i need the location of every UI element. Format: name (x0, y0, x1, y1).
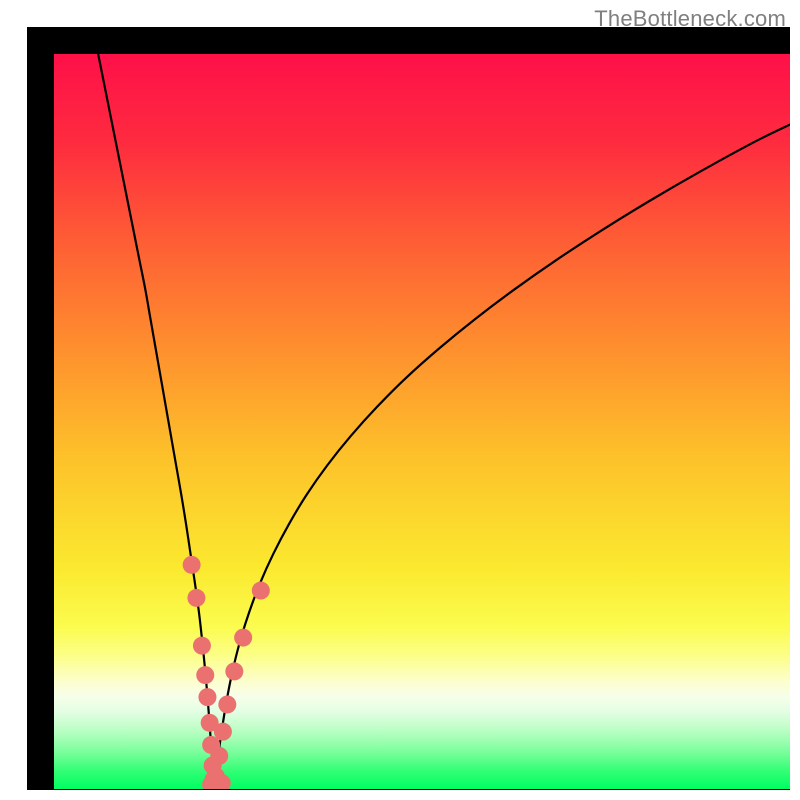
plot-background (54, 54, 790, 789)
marker-left (193, 637, 211, 655)
marker-right (252, 582, 270, 600)
watermark-text: TheBottleneck.com (594, 6, 786, 32)
marker-right (218, 695, 236, 713)
marker-left (196, 666, 214, 684)
marker-right (234, 629, 252, 647)
bottleneck-chart (0, 0, 800, 800)
marker-right (214, 723, 232, 741)
marker-left (198, 688, 216, 706)
marker-right (225, 662, 243, 680)
marker-right (210, 747, 228, 765)
marker-right (207, 768, 225, 786)
marker-left (187, 589, 205, 607)
marker-left (183, 556, 201, 574)
